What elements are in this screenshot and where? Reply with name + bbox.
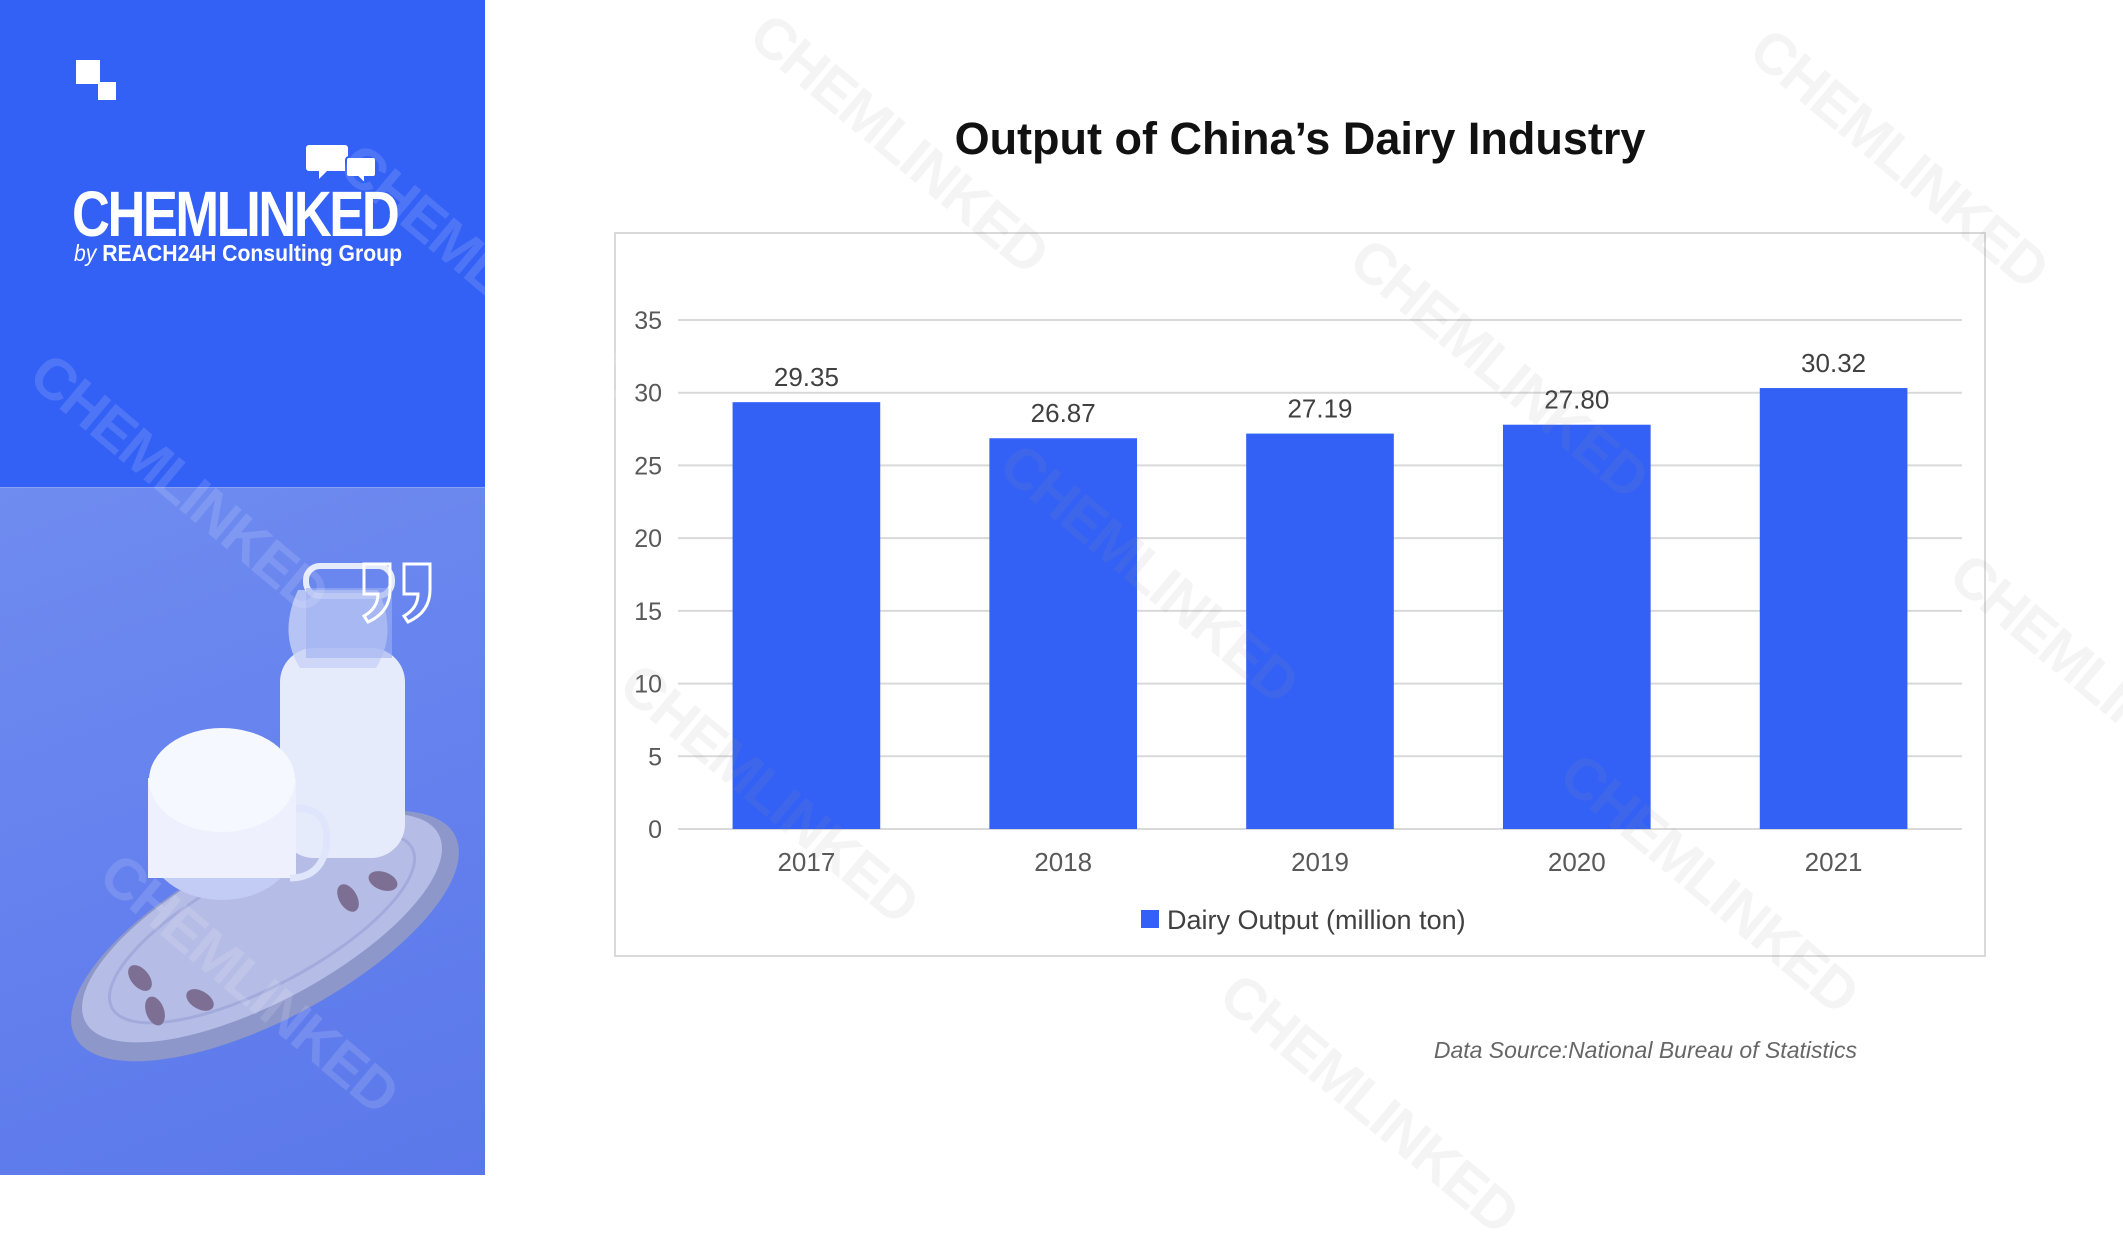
y-tick-label: 10 bbox=[634, 671, 662, 699]
milk-photo bbox=[0, 487, 485, 1175]
bar-chart: 0 5 10 15 20 25 30 35 29.35 2017 26.87 2018 27.19 201… bbox=[634, 307, 1962, 935]
x-tick-label: 2018 bbox=[1034, 847, 1092, 877]
y-tick-label: 0 bbox=[648, 816, 662, 844]
wood-board-icon bbox=[71, 810, 459, 1062]
chat-bubbles-icon bbox=[306, 145, 377, 187]
legend-swatch bbox=[1141, 910, 1159, 928]
logo-mark-icon bbox=[76, 60, 120, 104]
data-label: 30.32 bbox=[1801, 348, 1866, 378]
y-tick-label: 35 bbox=[634, 307, 662, 335]
bar-2020 bbox=[1502, 424, 1651, 829]
almonds-icon bbox=[128, 871, 398, 1026]
x-tick-label: 2021 bbox=[1805, 847, 1863, 877]
brand-sub-org: REACH24H Consulting Group bbox=[102, 240, 403, 266]
y-tick-label: 15 bbox=[634, 598, 662, 626]
data-label: 27.80 bbox=[1544, 385, 1609, 415]
left-panel: CHEMLINKED by REACH24H Consulting Group bbox=[0, 0, 485, 1175]
legend-label: Dairy Output (million ton) bbox=[1167, 905, 1466, 935]
x-tick-label: 2017 bbox=[777, 847, 835, 877]
x-tick-label: 2020 bbox=[1548, 847, 1606, 877]
source-note: Data Source:National Bureau of Statistic… bbox=[1433, 1037, 1857, 1063]
data-label: 29.35 bbox=[774, 362, 839, 392]
y-tick-label: 20 bbox=[634, 525, 662, 553]
y-tick-label: 5 bbox=[648, 743, 662, 771]
bar-2018 bbox=[989, 438, 1138, 829]
x-tick-label: 2019 bbox=[1291, 847, 1349, 877]
bar-2017 bbox=[732, 402, 881, 829]
data-label: 26.87 bbox=[1031, 398, 1096, 428]
quote-mark-icon bbox=[361, 562, 432, 624]
chart-title: Output of China’s Dairy Industry bbox=[954, 113, 1646, 164]
y-tick-label: 30 bbox=[634, 380, 662, 408]
bar-2021 bbox=[1759, 388, 1908, 829]
milk-bottle-icon bbox=[280, 563, 405, 858]
brand-sub-by: by bbox=[74, 240, 97, 266]
data-label: 27.19 bbox=[1287, 394, 1352, 424]
brand-name: CHEMLINKED bbox=[72, 178, 400, 250]
brand-area: CHEMLINKED by REACH24H Consulting Group bbox=[0, 0, 485, 487]
milk-glass-icon bbox=[148, 728, 331, 900]
bar-2019 bbox=[1246, 433, 1394, 829]
chart-frame bbox=[614, 232, 1986, 957]
brand-subtitle: by REACH24H Consulting Group bbox=[74, 242, 402, 265]
y-tick-label: 25 bbox=[634, 452, 662, 480]
